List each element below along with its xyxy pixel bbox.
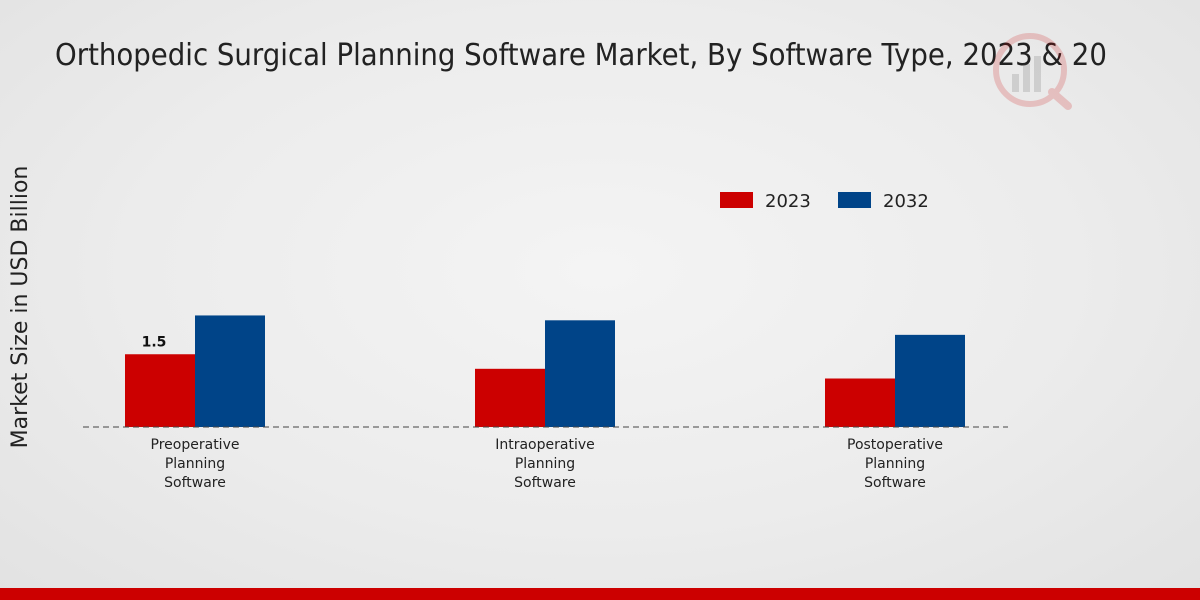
data-label-2023-0: 1.5 bbox=[142, 334, 167, 350]
bar-2032-2 bbox=[895, 334, 965, 427]
bar-2032-0 bbox=[195, 315, 265, 427]
bar-2023-2 bbox=[825, 378, 895, 427]
bar-2032-1 bbox=[545, 320, 615, 427]
bar-2023-0 bbox=[125, 354, 195, 427]
chart-title: Orthopedic Surgical Planning Software Ma… bbox=[55, 38, 1109, 73]
x-tick-label-2: Postoperative Planning Software bbox=[847, 437, 943, 491]
x-tick-label-0: Preoperative Planning Software bbox=[151, 437, 240, 491]
bottom-accent-bar bbox=[0, 588, 1200, 600]
bar-2023-1 bbox=[475, 368, 545, 427]
x-tick-label-1: Intraoperative Planning Software bbox=[495, 437, 595, 491]
legend-label-2032: 2032 bbox=[883, 191, 929, 212]
legend-swatch-2032 bbox=[838, 192, 871, 208]
legend-label-2023: 2023 bbox=[765, 191, 811, 212]
legend-swatch-2023 bbox=[720, 192, 753, 208]
y-axis-label: Market Size in USD Billion bbox=[8, 166, 33, 449]
watermark-logo-icon bbox=[993, 33, 1072, 110]
